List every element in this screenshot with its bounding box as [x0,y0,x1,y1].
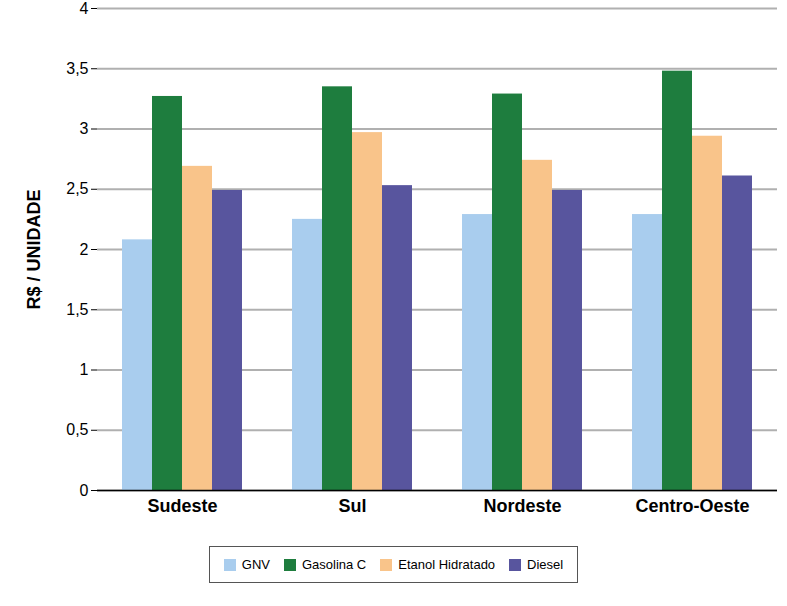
svg-text:1,5: 1,5 [66,301,88,318]
svg-text:0: 0 [80,482,89,499]
svg-text:2: 2 [80,241,89,258]
svg-text:3: 3 [80,120,89,137]
html-text:Diesel: Diesel [527,557,564,572]
svg-text:3,5: 3,5 [66,60,88,77]
svg-text:2,5: 2,5 [66,180,88,197]
html-text:Gasolina C: Gasolina C [301,557,367,572]
svg-text:Sudeste: Sudeste [147,496,217,516]
svg-text:R$ / UNIDADE: R$ / UNIDADE [24,189,44,309]
html-text:Etanol Hidratado: Etanol Hidratado [398,557,496,572]
svg-text:Centro-Oeste: Centro-Oeste [635,496,749,516]
svg-text:Sul: Sul [338,496,366,516]
svg-text:1: 1 [80,361,89,378]
svg-text:Nordeste: Nordeste [483,496,561,516]
svg-text:0,5: 0,5 [66,421,88,438]
svg-text:4: 4 [80,0,89,17]
html-text:GNV: GNV [241,557,270,572]
